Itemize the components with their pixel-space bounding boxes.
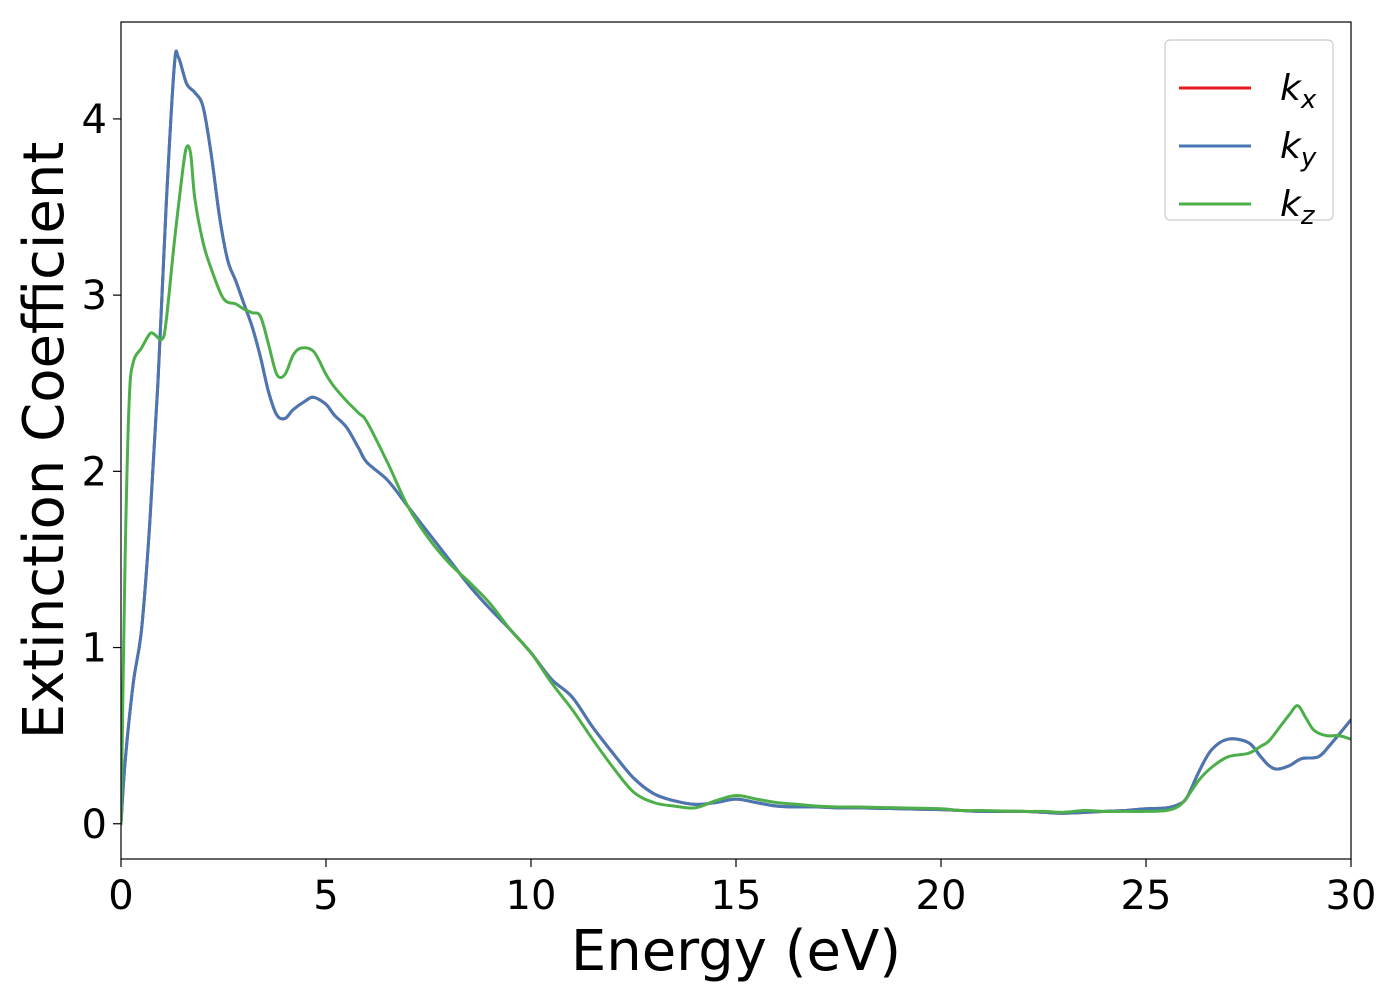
x-axis-title: Energy (eV) [571, 919, 901, 984]
y-axis-title: Extinction Coefficient [12, 142, 77, 740]
legend-box [1164, 39, 1334, 221]
series-line-z [121, 144, 1351, 826]
y-axis: 0 1 2 3 4 [82, 97, 121, 848]
y-tick-label: 2 [82, 449, 107, 495]
x-tick-label: 20 [916, 873, 967, 919]
x-tick-label: 10 [506, 873, 557, 919]
x-axis: 0 5 10 15 20 25 30 [108, 859, 1376, 919]
x-tick-label: 30 [1326, 873, 1377, 919]
x-tick-label: 15 [711, 873, 762, 919]
legend-label-x: kx [1280, 68, 1317, 115]
legend-label-z: kz [1280, 184, 1316, 231]
y-tick-label: 4 [82, 97, 107, 143]
x-tick-label: 0 [108, 873, 133, 919]
y-tick-label: 0 [82, 802, 107, 848]
legend-label-y: ky [1280, 126, 1317, 173]
legend: kx ky kz [1164, 39, 1334, 231]
series-line-y [121, 49, 1351, 826]
x-tick-label: 25 [1121, 873, 1172, 919]
y-tick-label: 1 [82, 626, 107, 672]
x-tick-label: 5 [313, 873, 338, 919]
series-layer [121, 49, 1351, 826]
y-tick-label: 3 [82, 273, 107, 319]
